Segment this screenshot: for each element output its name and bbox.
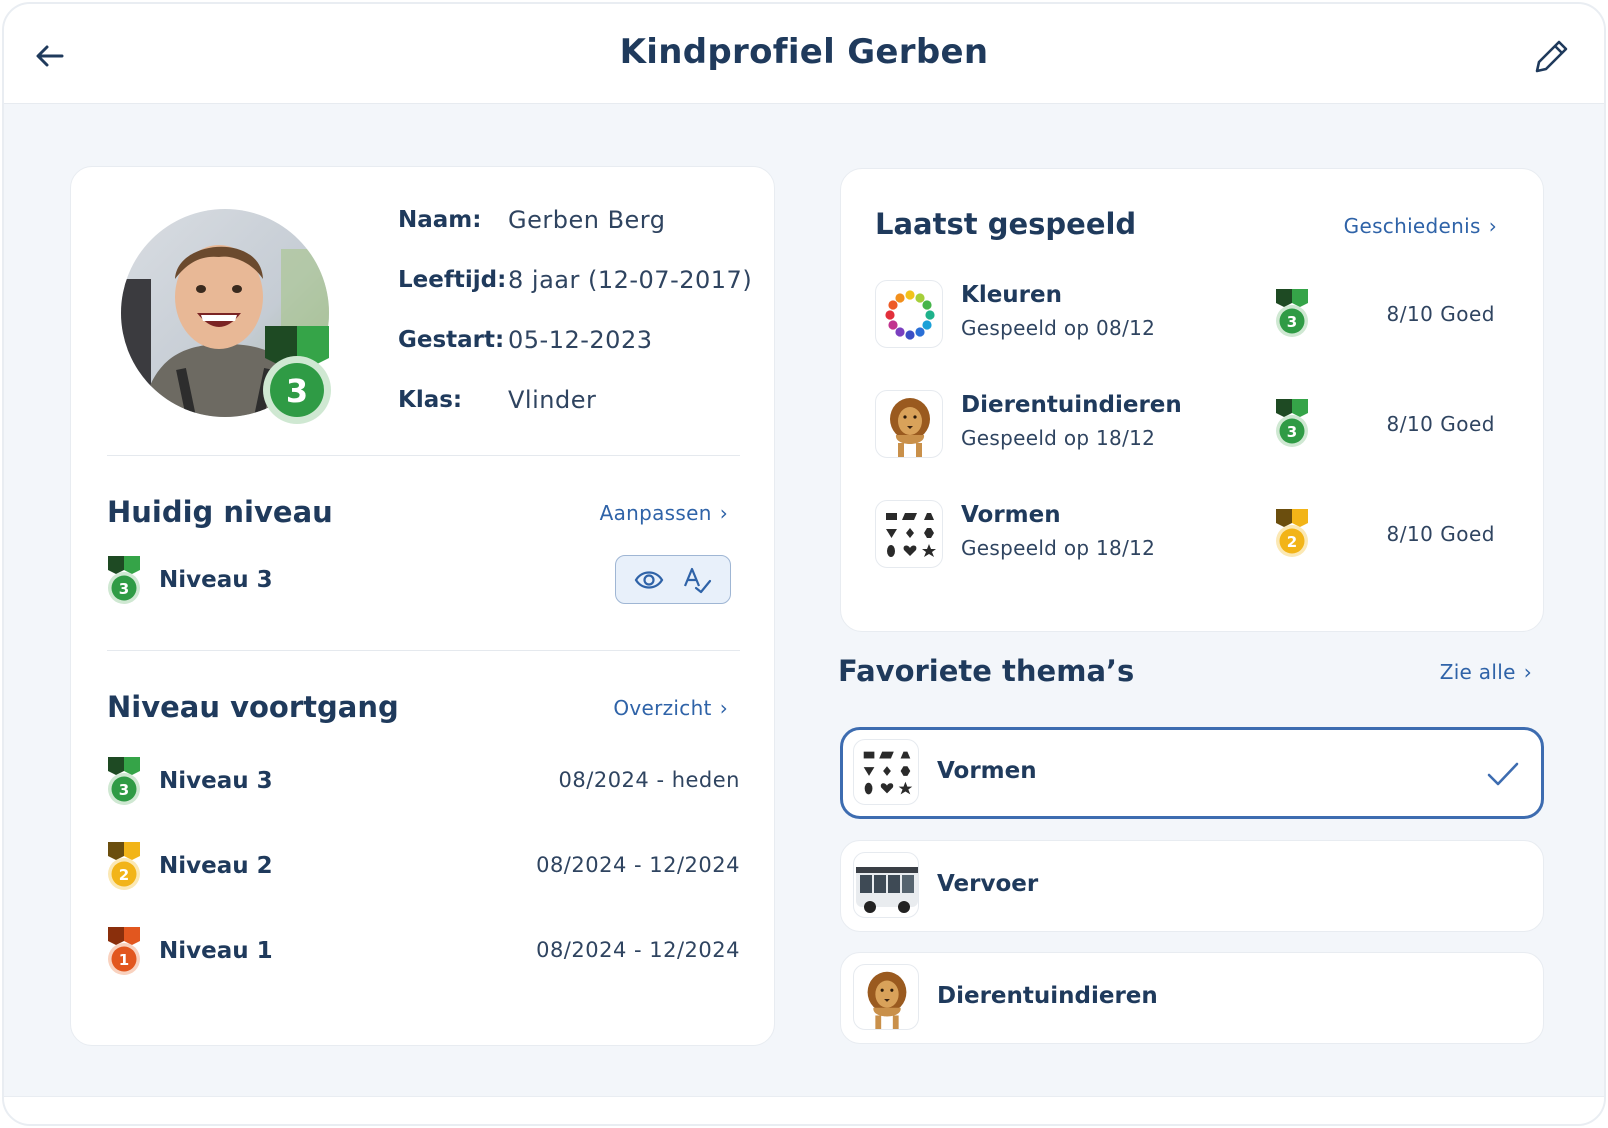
pencil-icon [1535,40,1568,73]
svg-text:2: 2 [1287,533,1297,551]
check-icon [1487,762,1519,786]
lion-icon [853,964,919,1030]
avatar-level-medal: 3 [261,322,333,428]
back-button[interactable] [32,38,68,74]
page-title: Kindprofiel Gerben [619,32,989,72]
svg-text:2: 2 [119,866,129,884]
progress-level-label: Niveau 3 [159,768,273,794]
bus-icon [853,852,919,918]
see-all-link[interactable]: Zie alle › [1440,660,1532,684]
age-label: Leeftijd: [398,267,507,293]
game-date: Gespeeld op 18/12 [961,536,1156,560]
eye-icon[interactable] [634,568,664,592]
game-date: Gespeeld op 18/12 [961,426,1156,450]
progress-level-period: 08/2024 - 12/2024 [536,853,740,877]
current-level-title: Huidig niveau [107,495,333,529]
see-all-label: Zie alle [1439,660,1516,684]
edit-button[interactable] [1532,36,1572,76]
divider [107,455,740,456]
favorite-themes-title: Favoriete thema’s [838,654,1135,688]
last-played-title: Laatst gespeeld [875,207,1137,241]
started-value: 05-12-2023 [508,326,653,354]
theme-name: Vormen [937,758,1037,784]
current-level-label: Niveau 3 [159,567,273,593]
chevron-right-icon: › [1488,214,1497,238]
theme-card-vormen[interactable]: Vormen [840,727,1544,819]
game-name: Vormen [961,502,1061,528]
progress-row: 2 Niveau 2 08/2024 - 12/2024 [107,841,740,891]
shapes-icon [875,500,943,568]
medal-3-icon: 3 [1276,289,1308,337]
class-value: Vlinder [508,386,597,414]
svg-text:1: 1 [119,951,129,969]
spellcheck-icon[interactable] [682,566,712,594]
chevron-right-icon: › [719,501,728,525]
bottom-bar [4,1096,1604,1124]
adjust-level-label: Aanpassen [599,501,712,525]
progress-row: 3 Niveau 3 08/2024 - heden [107,756,740,806]
lion-icon [875,390,943,458]
started-label: Gestart: [398,327,505,353]
overview-link[interactable]: Overzicht › [613,696,728,720]
game-row-dierentuindieren[interactable]: Dierentuindieren Gespeeld op 18/12 3 8/1… [875,390,1495,460]
level-view-toggle[interactable] [615,555,731,604]
current-level-row: 3 Niveau 3 [107,555,740,605]
svg-text:3: 3 [1287,313,1297,331]
progress-level-label: Niveau 2 [159,853,273,879]
game-date: Gespeeld op 08/12 [961,316,1156,340]
game-row-vormen[interactable]: Vormen Gespeeld op 18/12 2 8/10 Goed [875,500,1495,570]
progress-level-label: Niveau 1 [159,938,273,964]
color-wheel-icon [875,280,943,348]
medal-2-icon: 2 [108,842,140,890]
history-link[interactable]: Geschiedenis › [1344,214,1497,238]
medal-3-icon: 3 [1276,399,1308,447]
history-label: Geschiedenis [1343,214,1481,238]
theme-name: Vervoer [937,871,1039,897]
svg-text:3: 3 [119,781,129,799]
last-played-card: Laatst gespeeld Geschiedenis › [840,168,1544,632]
name-value: Gerben Berg [508,206,666,234]
game-score: 8/10 Goed [1386,302,1495,326]
progress-level-period: 08/2024 - 12/2024 [536,938,740,962]
shapes-icon [853,739,919,805]
progress-row: 1 Niveau 1 08/2024 - 12/2024 [107,926,740,976]
medal-3-icon: 3 [263,326,331,424]
medal-2-icon: 2 [1276,509,1308,557]
medal-3-icon: 3 [108,757,140,805]
svg-text:3: 3 [1287,423,1297,441]
svg-text:3: 3 [119,580,129,598]
game-row-kleuren[interactable]: Kleuren Gespeeld op 08/12 3 8/10 Goed [875,280,1495,350]
arrow-left-icon [36,45,64,67]
game-name: Dierentuindieren [961,392,1182,418]
theme-name: Dierentuindieren [937,983,1158,1009]
medal-1-icon: 1 [108,927,140,975]
svg-text:3: 3 [286,372,308,410]
profile-card: 3 Naam: Gerben Berg Leeftijd: 8 jaar (12… [70,166,775,1046]
top-bar: Kindprofiel Gerben [4,4,1604,104]
game-score: 8/10 Goed [1386,412,1495,436]
chevron-right-icon: › [719,696,728,720]
level-progress-title: Niveau voortgang [107,690,399,724]
age-value: 8 jaar (12-07-2017) [508,266,753,294]
chevron-right-icon: › [1523,660,1532,684]
adjust-level-link[interactable]: Aanpassen › [600,501,728,525]
medal-3-icon: 3 [108,556,140,604]
name-label: Naam: [398,207,482,233]
progress-level-period: 08/2024 - heden [558,768,740,792]
overview-label: Overzicht [613,696,712,720]
theme-card-vervoer[interactable]: Vervoer [840,840,1544,932]
game-score: 8/10 Goed [1386,522,1495,546]
game-name: Kleuren [961,282,1062,308]
theme-card-dierentuindieren[interactable]: Dierentuindieren [840,952,1544,1044]
class-label: Klas: [398,387,463,413]
divider [107,650,740,651]
